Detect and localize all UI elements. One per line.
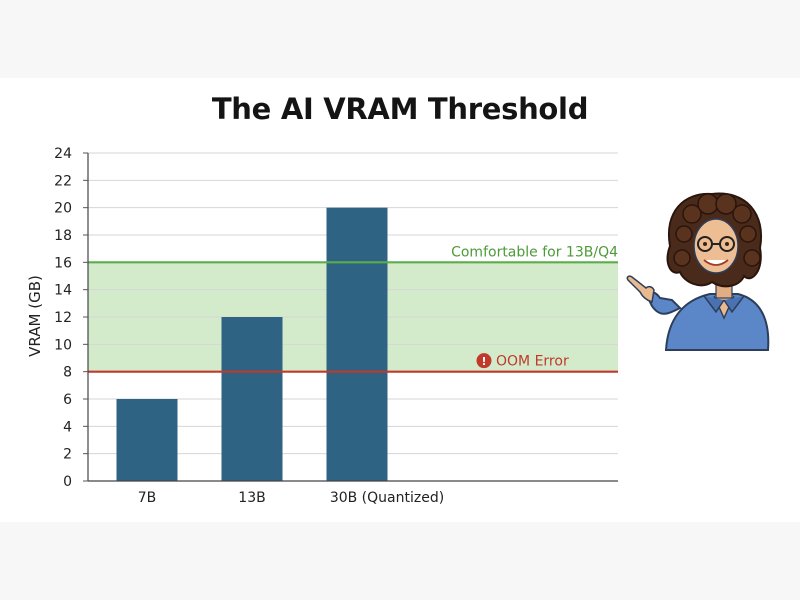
y-tick-label: 22	[54, 173, 72, 189]
y-tick-label: 16	[54, 255, 72, 271]
y-axis-title: VRAM (GB)	[26, 275, 44, 357]
oom-error-label: OOM Error	[496, 354, 569, 370]
y-tick-label: 2	[63, 447, 72, 463]
bar-30b	[326, 207, 388, 481]
y-tick-label: 6	[63, 392, 72, 408]
y-tick-label: 8	[63, 365, 72, 381]
y-tick-label: 24	[54, 146, 72, 162]
exclamation-mark: !	[481, 355, 486, 368]
chart-title: The AI VRAM Threshold	[211, 92, 589, 126]
y-tick-label: 20	[54, 201, 72, 217]
comfortable-label: Comfortable for 13B/Q4	[451, 244, 618, 260]
x-category-label: 7B	[138, 490, 157, 506]
y-tick-label: 10	[54, 337, 72, 353]
y-tick-label: 12	[54, 310, 72, 326]
x-category-label: 30B (Quantized)	[330, 490, 444, 506]
presenter-woman-pointing-icon	[626, 192, 770, 351]
bar-13b	[221, 317, 283, 481]
y-tick-label: 0	[63, 474, 72, 490]
y-tick-label: 18	[54, 228, 72, 244]
y-tick-label: 4	[63, 419, 72, 435]
bar-7b	[116, 399, 178, 481]
y-tick-label: 14	[54, 283, 72, 299]
x-category-label: 13B	[238, 490, 265, 506]
exclamation-icon	[476, 353, 492, 369]
